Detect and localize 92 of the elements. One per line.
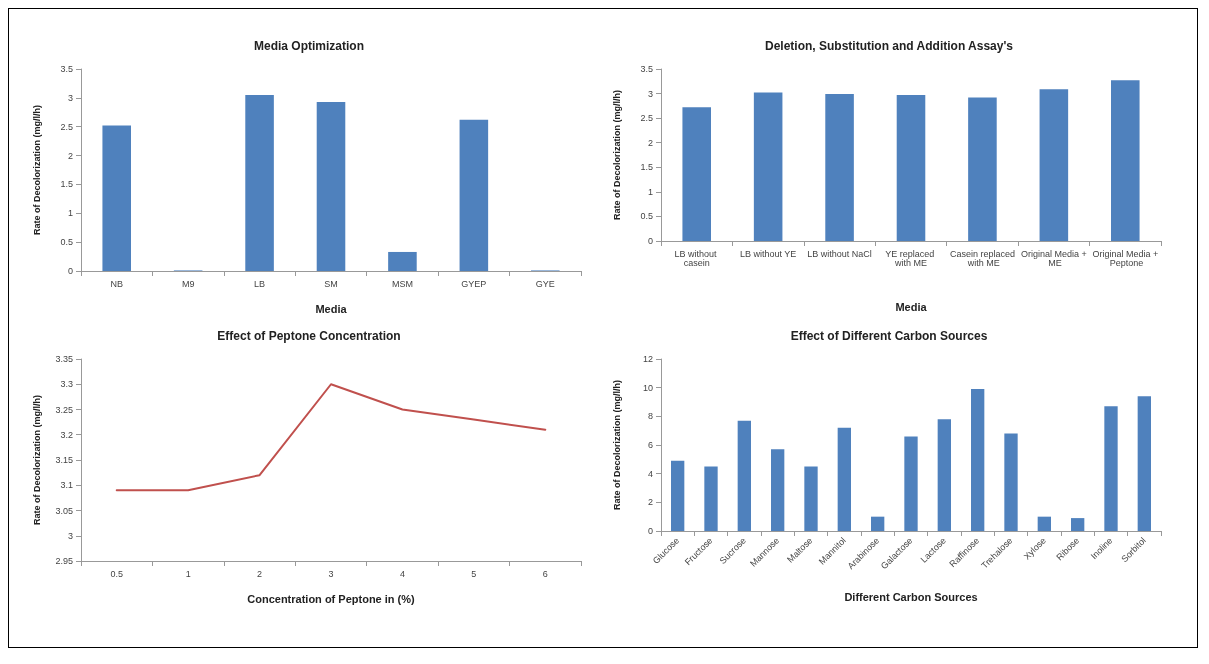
x-tick-label: LB without NaCl xyxy=(807,248,872,259)
x-tick-label: 4 xyxy=(399,568,405,579)
y-axis-title: Rate of Decolorization (mg/l/h) xyxy=(611,89,622,221)
bar xyxy=(825,94,854,241)
bar xyxy=(671,460,685,531)
x-axis-title: Concentration of Peptone in (%) xyxy=(247,592,416,605)
bar xyxy=(871,516,885,531)
chart-title: Effect of Peptone Concentration xyxy=(217,329,401,343)
x-tick-label: Original Media + ME xyxy=(1020,248,1087,268)
bar xyxy=(937,419,951,531)
bar xyxy=(388,251,417,271)
x-axis-title: Different Carbon Sources xyxy=(844,590,978,603)
bar xyxy=(704,466,718,531)
y-tick-label: 1 xyxy=(67,208,73,219)
bar xyxy=(837,427,851,531)
y-axis-title: Rate of Decolorization (mg/l/h) xyxy=(31,104,42,236)
y-tick-label: 0.5 xyxy=(640,211,653,222)
y-tick-label: 0 xyxy=(647,236,653,246)
x-tick-label: 6 xyxy=(542,568,548,579)
bar xyxy=(804,466,818,531)
x-tick-label: M9 xyxy=(181,278,195,289)
y-tick-label: 2 xyxy=(647,497,653,508)
bar xyxy=(1111,80,1140,241)
bar xyxy=(1071,518,1085,531)
y-tick-label: 1.5 xyxy=(640,162,653,173)
bar xyxy=(1039,89,1069,241)
y-tick-label: 2.5 xyxy=(640,113,653,124)
bar xyxy=(737,420,751,531)
y-tick-label: 0.5 xyxy=(60,237,73,248)
y-tick-label: 12 xyxy=(642,354,653,364)
chart-title: Effect of Different Carbon Sources xyxy=(790,329,988,343)
y-axis-title: Rate of Decolorization (mg/l/h) xyxy=(611,379,622,511)
bar xyxy=(968,97,997,241)
y-tick-label: 6 xyxy=(647,440,653,450)
x-tick-label: 3 xyxy=(328,568,334,579)
y-tick-label: 3.35 xyxy=(55,354,73,364)
x-tick-label: LB without casein xyxy=(674,248,719,268)
y-tick-label: 3.25 xyxy=(55,404,73,415)
y-tick-label: 3.1 xyxy=(60,480,73,491)
line-series xyxy=(115,383,547,492)
bar xyxy=(682,107,711,241)
y-tick-label: 3.5 xyxy=(60,64,73,74)
x-axis-title: Media xyxy=(895,300,928,313)
x-tick-label: YE replaced with ME xyxy=(885,248,937,268)
x-tick-label: 5 xyxy=(471,568,477,579)
x-axis-title: Media xyxy=(315,302,348,315)
bar xyxy=(1137,396,1151,531)
y-tick-label: 0 xyxy=(647,526,653,536)
y-tick-label: 3.2 xyxy=(60,429,73,440)
bar xyxy=(971,389,985,531)
bar xyxy=(896,95,926,241)
bar xyxy=(1104,406,1118,531)
chart-title: Media Optimization xyxy=(253,39,365,53)
bar xyxy=(1037,516,1051,531)
y-tick-label: 1.5 xyxy=(60,179,73,190)
x-tick-label: 1 xyxy=(185,568,191,579)
bar xyxy=(771,449,785,531)
bar xyxy=(904,436,918,531)
y-tick-label: 3 xyxy=(67,92,73,103)
x-tick-label: GYE xyxy=(535,278,555,289)
y-tick-label: 4 xyxy=(647,468,653,479)
chart-title: Deletion, Substitution and Addition Assay's xyxy=(765,39,1014,53)
y-tick-label: 2 xyxy=(67,150,73,161)
bar xyxy=(459,119,489,271)
bar xyxy=(245,94,274,271)
bar xyxy=(753,92,783,241)
x-tick-label: LB without YE xyxy=(739,248,797,259)
bar xyxy=(102,125,131,271)
y-tick-label: 2.95 xyxy=(55,556,73,566)
y-tick-label: 3.05 xyxy=(55,505,73,516)
x-tick-label: 0.5 xyxy=(110,568,123,579)
y-tick-label: 0 xyxy=(67,266,73,276)
y-tick-label: 2.5 xyxy=(60,121,73,132)
y-axis-title: Rate of Decolorization (mg/l/h) xyxy=(31,394,42,526)
y-tick-label: 2 xyxy=(647,137,653,148)
y-tick-label: 8 xyxy=(647,411,653,422)
bar xyxy=(316,101,346,271)
x-tick-label: Original Media + Peptone xyxy=(1092,248,1159,268)
y-tick-label: 3.3 xyxy=(60,379,73,390)
x-tick-label: NB xyxy=(110,278,123,289)
x-tick-label: GYEP xyxy=(461,278,487,289)
x-tick-label: SM xyxy=(324,278,338,289)
x-tick-label: LB xyxy=(254,278,266,289)
y-tick-label: 10 xyxy=(642,382,653,393)
y-tick-label: 3.15 xyxy=(55,455,73,465)
x-tick-label: Casein replaced with ME xyxy=(949,248,1015,268)
y-tick-label: 1 xyxy=(647,186,653,197)
bar xyxy=(1004,433,1018,531)
y-tick-label: 3.5 xyxy=(640,64,653,74)
x-tick-label: 2 xyxy=(257,568,263,579)
x-tick-label: MSM xyxy=(391,278,413,289)
y-tick-label: 3 xyxy=(647,88,653,99)
